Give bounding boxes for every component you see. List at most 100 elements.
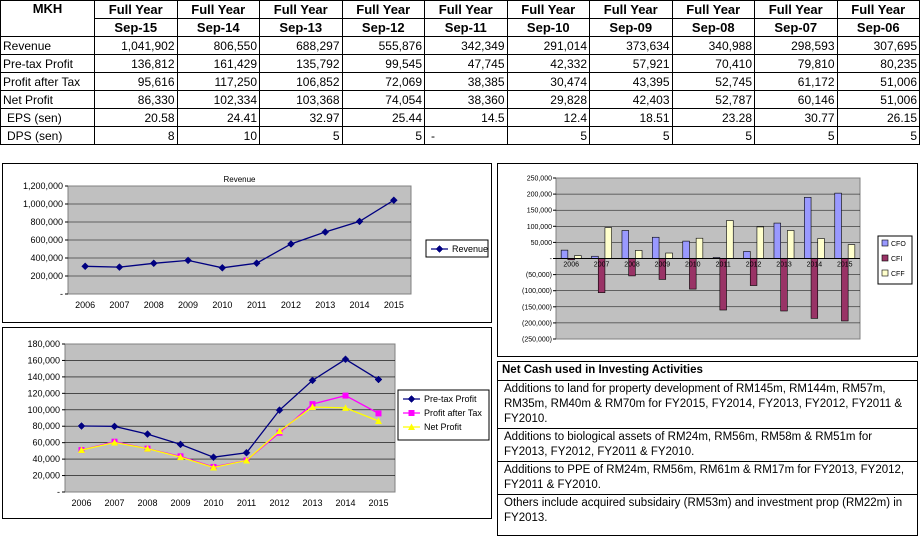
column-header-period: Full Year	[589, 0, 673, 19]
data-point	[242, 448, 251, 457]
data-point	[308, 376, 317, 385]
table-cell: 1,041,902	[94, 36, 178, 55]
column-header-period: Full Year	[176, 0, 260, 19]
table-cell: 14.5	[424, 108, 508, 127]
table-cell: 26.15	[836, 108, 920, 127]
y-tick-label: 600,000	[30, 235, 63, 245]
x-tick-label: 2009	[655, 262, 671, 269]
legend-label: Revenue	[452, 244, 488, 254]
y-tick-label: 100,000	[27, 405, 60, 415]
column-header-period: Full Year	[754, 0, 838, 19]
y-tick-label: 150,000	[527, 208, 552, 215]
y-tick-label: 400,000	[30, 253, 63, 263]
table-cell: 806,550	[176, 36, 260, 55]
table-cell: 688,297	[259, 36, 343, 55]
revenue-chart: - 200,000 400,000 600,000 800,000 1,000,000 1,…	[2, 163, 492, 323]
table-cell: 30,474	[506, 72, 590, 91]
row-label: Net Profit	[0, 90, 95, 109]
legend-label: Net Profit	[424, 422, 462, 432]
y-tick-label: 40,000	[32, 454, 60, 464]
y-tick-label: 120,000	[27, 388, 60, 398]
series-line	[81, 406, 379, 469]
y-tick-label: (100,000)	[522, 288, 552, 295]
table-cell: 12.4	[506, 108, 590, 127]
data-point	[149, 259, 158, 268]
profit-chart: - 20,000 40,000 60,000 80,000 100,000 120,000 1…	[2, 327, 492, 519]
table-cell: 340,988	[671, 36, 755, 55]
column-header-period: Full Year	[506, 0, 590, 19]
x-tick-label: 2006	[71, 498, 91, 508]
data-point	[210, 463, 217, 471]
legend-label: Profit after Tax	[424, 408, 482, 418]
y-tick-label: 800,000	[30, 217, 63, 227]
y-tick-label: 60,000	[32, 438, 60, 448]
bar	[817, 238, 825, 259]
column-header-date: Sep-15	[94, 18, 178, 37]
data-point	[177, 453, 184, 461]
data-point	[375, 417, 382, 425]
x-tick-label: 2012	[269, 498, 289, 508]
x-tick-label: 2014	[335, 498, 355, 508]
table-cell: 51,006	[836, 72, 920, 91]
chart-title: Revenue	[223, 175, 256, 184]
column-header-date: Sep-11	[424, 18, 508, 37]
header-row-bottom: Sep-15 Sep-14 Sep-13 Sep-12 Sep-11 Sep-1…	[1, 18, 920, 37]
column-header-period: Full Year	[259, 0, 343, 19]
row-label: EPS (sen)	[0, 108, 95, 127]
x-tick-label: 2014	[350, 300, 370, 310]
table-cell: 30.77	[754, 108, 838, 127]
table-cell: 161,429	[176, 54, 260, 73]
table-cell: 5	[259, 126, 343, 145]
table-cell: 18.51	[589, 108, 673, 127]
data-point	[374, 375, 383, 384]
bar	[665, 252, 673, 259]
bar	[695, 237, 704, 259]
column-header-date: Sep-14	[176, 18, 260, 37]
note-item: Others include acquired subsidairy (RM53…	[504, 497, 903, 524]
table-cell: 47,745	[424, 54, 508, 73]
legend-marker	[408, 423, 415, 430]
x-tick-label: 2015	[384, 300, 404, 310]
revenue-chart-svg: - 200,000 400,000 600,000 800,000 1,000,000 1,…	[23, 175, 489, 310]
y-tick-label: -	[550, 256, 553, 263]
table-row: Revenue 1,041,902 806,550 688,297 555,876 342…	[0, 36, 920, 55]
bar	[726, 220, 734, 259]
y-tick-label: (150,000)	[522, 304, 552, 311]
legend-label: CFO	[891, 241, 906, 248]
table-row: EPS (sen) 20.58 24.41 32.97 25.44 14.5 12.4 18.…	[0, 108, 920, 127]
notes-title: Net Cash used in Investing Activities	[498, 362, 917, 381]
data-point	[321, 228, 330, 236]
data-point	[342, 392, 349, 399]
data-point	[184, 256, 192, 265]
column-header-date: Sep-10	[506, 18, 590, 37]
legend-swatch	[881, 269, 889, 277]
bar	[804, 197, 812, 259]
bar	[635, 250, 643, 259]
table-cell: 555,876	[341, 36, 425, 55]
data-point	[275, 406, 284, 415]
data-point	[115, 263, 124, 271]
table-cell: 99,545	[341, 54, 425, 73]
bar	[621, 230, 629, 259]
data-point	[209, 453, 218, 462]
bar	[787, 230, 795, 259]
x-tick-label: 2012	[746, 262, 762, 269]
data-point	[243, 456, 250, 464]
plot-area	[64, 343, 396, 493]
table-cell: 29,828	[506, 90, 590, 109]
bar	[743, 251, 751, 259]
column-header-period: Full Year	[671, 0, 755, 19]
x-tick-label: 2008	[624, 262, 640, 269]
x-tick-label: 2008	[144, 300, 164, 310]
table-cell: 136,812	[94, 54, 178, 73]
y-tick-label: 180,000	[27, 339, 60, 349]
bar	[682, 240, 690, 259]
table-cell: 23.28	[671, 108, 755, 127]
bar	[652, 236, 660, 259]
x-tick-label: 2009	[170, 498, 190, 508]
column-header-date: Sep-09	[589, 18, 673, 37]
note-item: Additions to PPE of RM24m, RM56m, RM61m …	[498, 462, 917, 495]
data-point	[110, 422, 119, 431]
table-cell: 32.97	[259, 108, 343, 127]
table-row: Profit after Tax 95,616 117,250 106,852 72,0…	[0, 72, 920, 91]
